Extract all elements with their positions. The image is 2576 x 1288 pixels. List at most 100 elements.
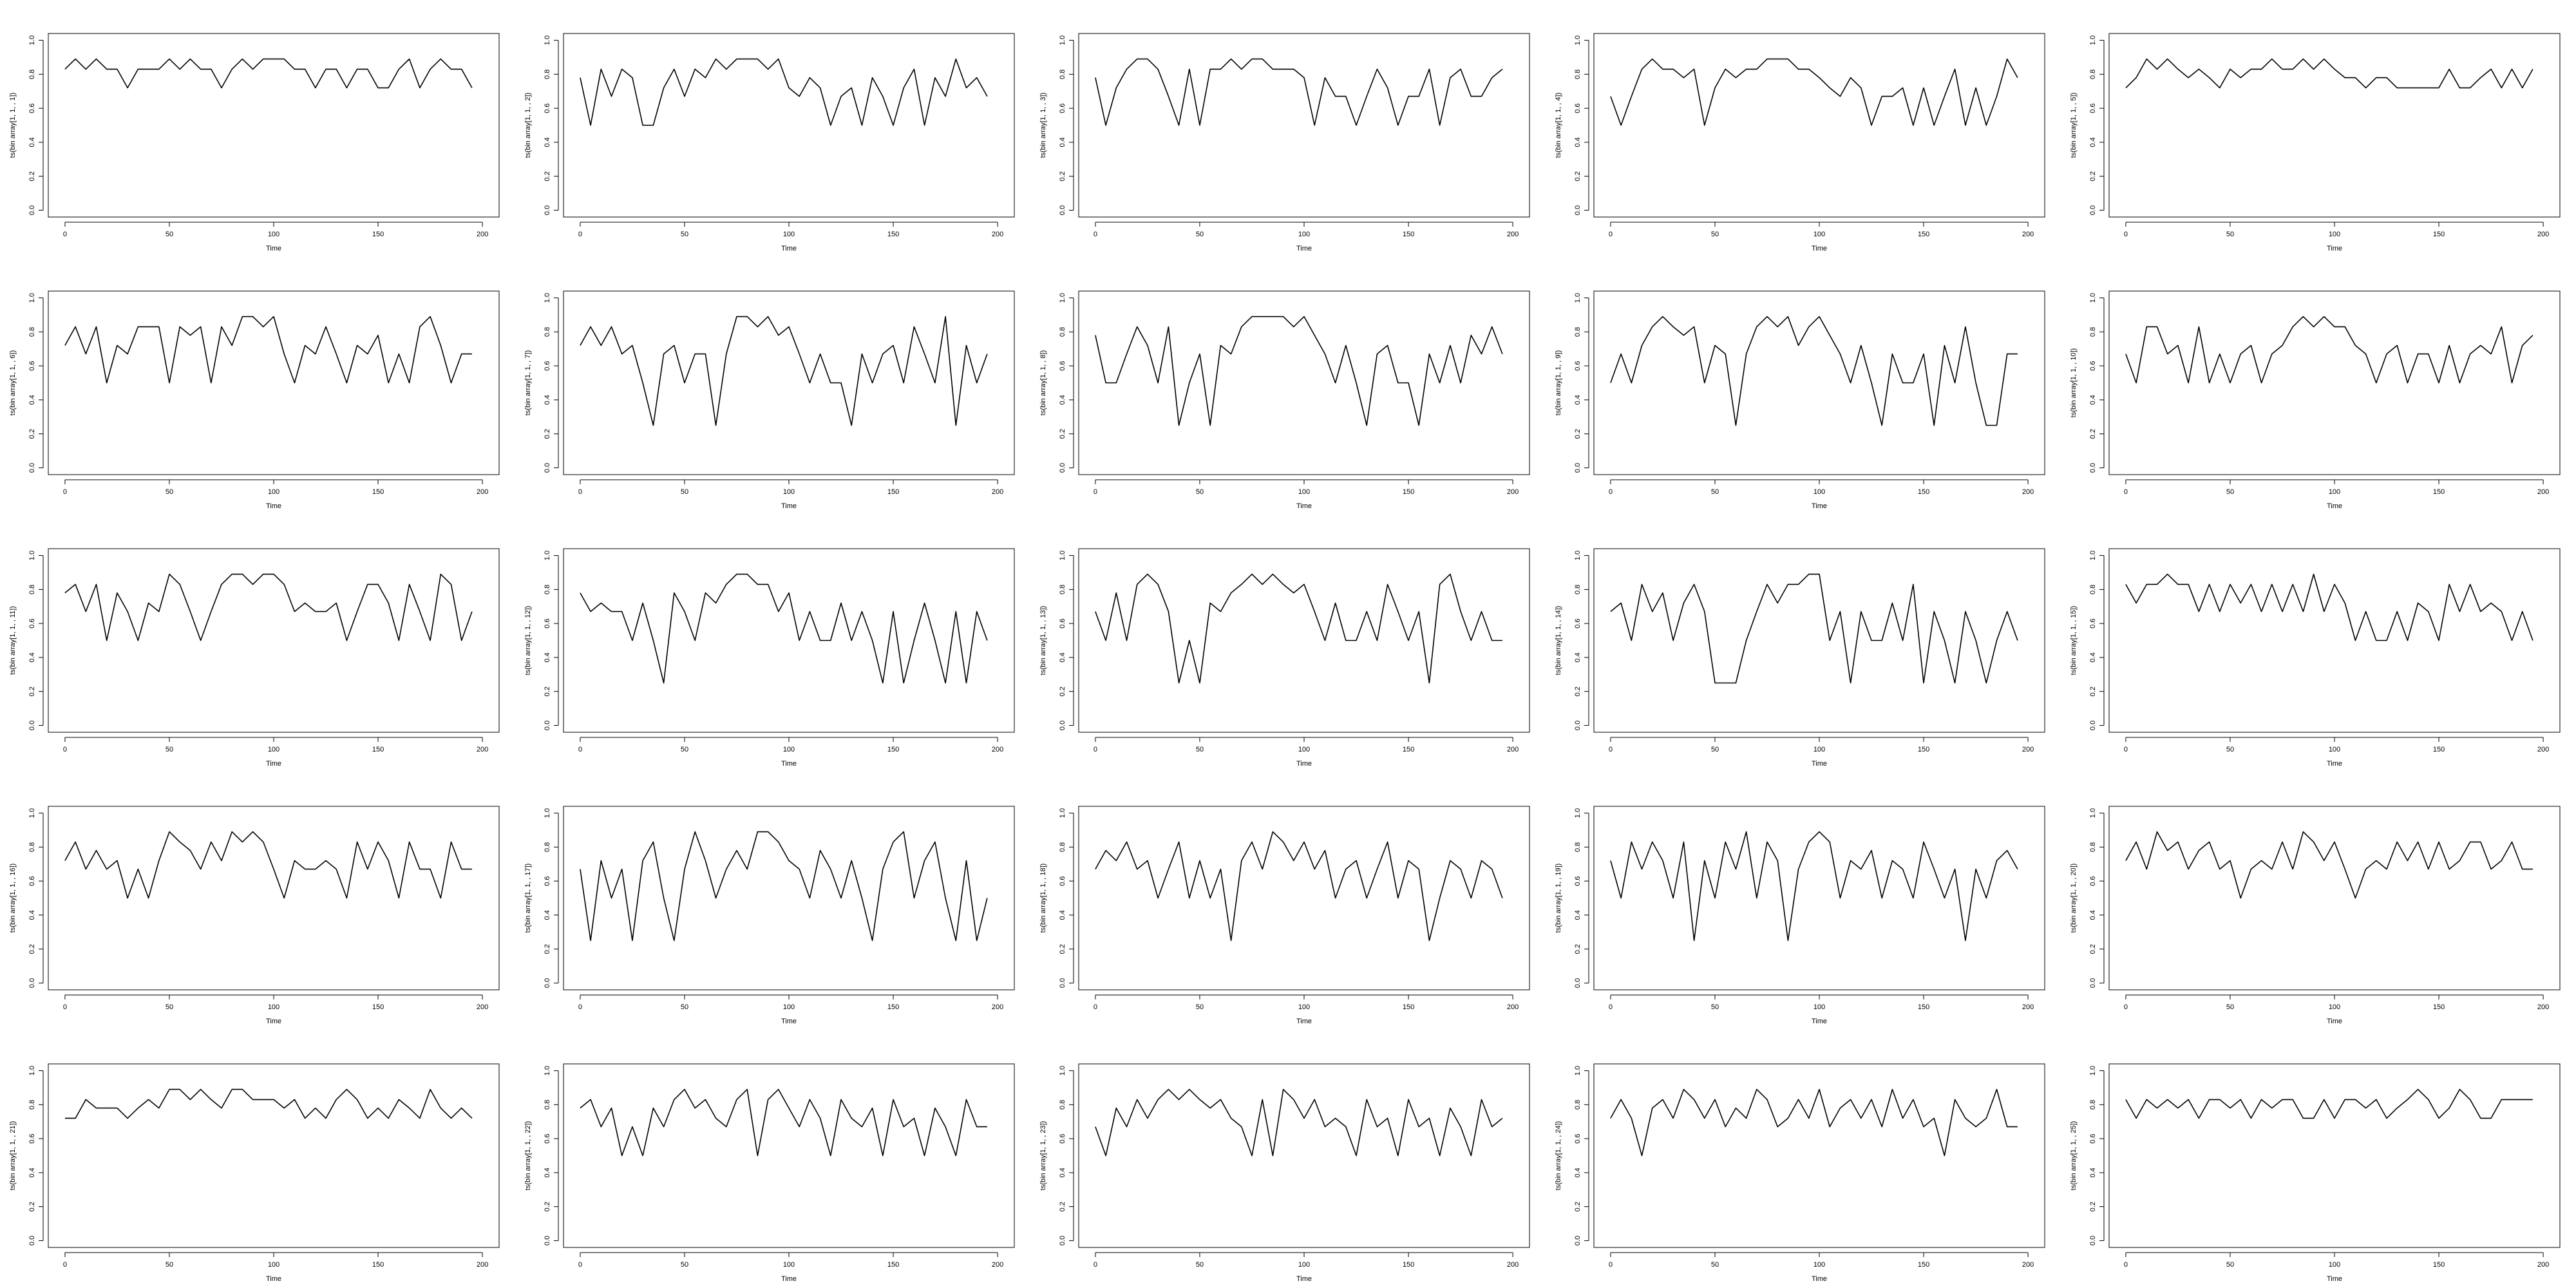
y-tick-label: 0.2 [2089,429,2097,439]
y-tick-label: 0.0 [544,205,551,215]
y-tick-label: 0.8 [1574,1100,1582,1110]
y-tick-label: 0.0 [1059,205,1066,215]
line-chart-2: 0 50 100 150 200 Time 0.0 0.2 0.4 0.6 0.8 1.0 ts(bin… [524,33,1015,252]
y-tick-label: 0.2 [2089,944,2097,954]
y-tick-label: 0.2 [1574,171,1582,181]
y-tick-label: 0.4 [2089,910,2097,920]
line-chart-25: 0 50 100 150 200 Time 0.0 0.2 0.4 0.6 0.8 1.0 ts(bin… [2070,1063,2561,1283]
y-axis-label: ts(bin array[1, 1, , 16]) [9,864,17,933]
line-chart-4: 0 50 100 150 200 Time 0.0 0.2 0.4 0.6 0.8 1.0 ts(bin… [1555,33,2045,252]
x-tick-label: 0 [1094,231,1097,238]
x-tick-label: 50 [1711,1261,1719,1269]
x-tick-label: 0 [63,1003,67,1011]
y-tick-label: 0.6 [544,876,551,886]
x-tick-label: 50 [1711,231,1719,238]
x-tick-label: 150 [887,1261,899,1269]
y-tick-label: 0.0 [2089,1236,2097,1245]
plot-frame [2108,1063,2561,1248]
x-tick-label: 0 [2124,231,2128,238]
x-axis-label: Time [1812,1018,1827,1025]
y-tick-label: 0.0 [544,978,551,988]
y-axis-label: ts(bin array[1, 1, , 22]) [524,1121,532,1191]
x-tick-label: 200 [1507,231,1519,238]
y-tick-label: 0.4 [28,652,36,662]
x-tick-label: 100 [1298,746,1310,753]
line-chart-16: 0 50 100 150 200 Time 0.0 0.2 0.4 0.6 0.8 1.0 ts(bin… [9,806,500,1025]
y-tick-label: 0.6 [28,876,36,886]
x-tick-label: 50 [1711,746,1719,753]
x-tick-label: 100 [2329,746,2340,753]
x-tick-label: 200 [1507,746,1519,753]
y-tick-label: 0.8 [1574,842,1582,852]
y-tick-label: 0.8 [28,327,36,337]
x-axis-label: Time [1812,1275,1827,1283]
series-line [580,316,988,426]
plot-frame [563,33,1015,218]
y-tick-label: 0.0 [544,1236,551,1245]
x-tick-label: 200 [1507,488,1519,496]
y-tick-label: 0.8 [2089,585,2097,594]
y-tick-label: 0.8 [28,1100,36,1110]
x-tick-label: 100 [268,231,279,238]
x-axis-label: Time [2327,1275,2342,1283]
series-line [2125,58,2533,89]
y-tick-label: 0.2 [28,944,36,954]
y-tick-label: 0.2 [1059,429,1066,439]
x-tick-label: 50 [2226,488,2234,496]
y-tick-label: 0.6 [1574,361,1582,370]
line-chart-6: 0 50 100 150 200 Time 0.0 0.2 0.4 0.6 0.8 1.0 ts(bin… [9,290,500,510]
y-tick-label: 0.6 [1059,618,1066,628]
x-tick-label: 50 [166,231,173,238]
series-line [64,573,473,641]
x-tick-label: 150 [887,1003,899,1011]
x-axis-label: Time [781,245,797,252]
x-tick-label: 100 [2329,1261,2340,1269]
x-tick-label: 200 [992,231,1003,238]
y-tick-label: 0.8 [1574,585,1582,594]
x-tick-label: 50 [2226,746,2234,753]
y-tick-label: 0.8 [544,585,551,594]
x-axis-label: Time [781,1275,797,1283]
y-tick-label: 0.4 [544,137,551,147]
y-tick-label: 0.4 [1059,910,1066,920]
y-axis-label: ts(bin array[1, 1, , 8]) [1039,350,1047,415]
x-tick-label: 150 [2433,488,2445,496]
y-axis-label: ts(bin array[1, 1, , 1]) [9,93,17,158]
x-tick-label: 200 [2022,488,2034,496]
x-tick-label: 50 [1196,231,1204,238]
x-tick-label: 150 [887,488,899,496]
y-tick-label: 0.4 [1574,137,1582,147]
y-tick-label: 0.6 [2089,618,2097,628]
y-tick-label: 1.0 [2089,808,2097,818]
series-line [2125,1088,2533,1119]
plot-frame [48,33,500,218]
x-axis-label: Time [781,502,797,510]
line-chart-13: 0 50 100 150 200 Time 0.0 0.2 0.4 0.6 0.8 1.0 ts(bin… [1039,548,1530,768]
y-tick-label: 0.2 [1574,1202,1582,1211]
y-axis-label: ts(bin array[1, 1, , 6]) [9,350,17,415]
x-axis-label: Time [266,760,281,768]
x-tick-label: 200 [2537,1261,2549,1269]
y-tick-label: 0.4 [2089,137,2097,147]
y-tick-label: 0.4 [2089,652,2097,662]
line-chart-15: 0 50 100 150 200 Time 0.0 0.2 0.4 0.6 0.8 1.0 ts(bin… [2070,548,2561,768]
y-axis-label: ts(bin array[1, 1, , 19]) [1555,864,1562,933]
plot-frame [48,806,500,990]
y-tick-label: 0.2 [544,171,551,181]
x-tick-label: 150 [1403,746,1414,753]
y-tick-label: 0.0 [2089,978,2097,988]
y-tick-label: 0.4 [1574,910,1582,920]
series-line [1095,573,1502,684]
x-tick-label: 50 [681,231,688,238]
y-tick-label: 0.6 [544,103,551,113]
line-chart-11: 0 50 100 150 200 Time 0.0 0.2 0.4 0.6 0.8 1.0 ts(bin… [9,548,500,768]
x-tick-label: 150 [1918,1261,1929,1269]
line-chart-1: 0 50 100 150 200 Time 0.0 0.2 0.4 0.6 0.8 1.0 ts(bin… [9,33,500,252]
y-axis-label: ts(bin array[1, 1, , 21]) [9,1121,17,1191]
plot-frame [1078,806,1530,990]
y-tick-label: 0.8 [1059,585,1066,594]
y-tick-label: 0.8 [1059,842,1066,852]
y-tick-label: 1.0 [28,1066,36,1075]
y-tick-label: 0.4 [544,652,551,662]
x-tick-label: 0 [578,231,582,238]
